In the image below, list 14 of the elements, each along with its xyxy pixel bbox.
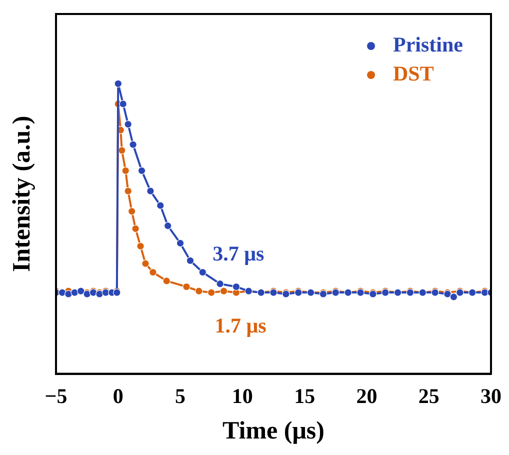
x-tick-label: 10 [232,384,253,408]
annotation: 1.7 μs [214,313,266,338]
x-tick-label: 25 [418,384,440,408]
annotation: 3.7 μs [212,241,264,266]
legend-label: Pristine [393,32,463,56]
x-tick-label: 20 [356,384,378,408]
x-axis-title: Time (μs) [222,417,324,444]
x-tick-label: −5 [44,384,68,408]
legend-label: DST [393,61,434,86]
x-tick-label: 30 [480,384,502,408]
x-tick-label: 15 [294,384,316,408]
x-tick-label: 5 [175,384,186,408]
y-axis-title: Intensity (a.u.) [8,116,36,272]
x-tick-label: 0 [112,384,124,408]
